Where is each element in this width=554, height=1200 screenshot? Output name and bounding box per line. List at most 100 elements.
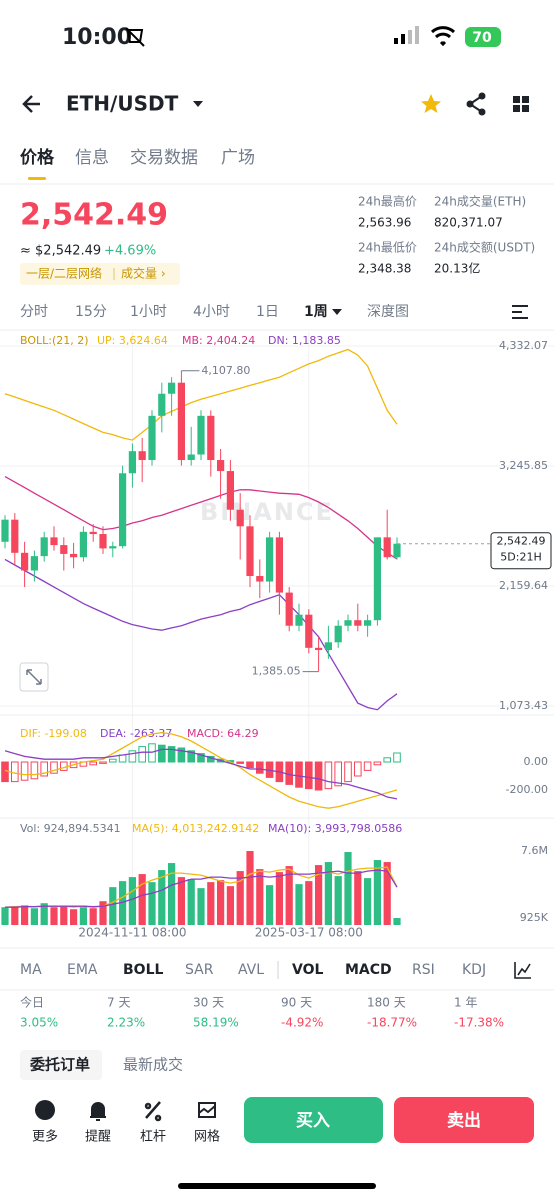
stat-value: 2,563.96 <box>358 216 411 230</box>
indicator-tab[interactable]: SAR <box>185 962 214 978</box>
candle-body <box>89 531 97 535</box>
tab[interactable]: 信息 <box>75 148 109 168</box>
macd-bar <box>305 761 313 790</box>
interval-tab[interactable]: 1小时 <box>130 304 167 320</box>
volume-bar <box>148 882 156 925</box>
period-change: -17.38% <box>454 1016 504 1030</box>
margin-icon[interactable] <box>144 1101 162 1122</box>
legend-entry: MA(10): 3,993,798.0586 <box>268 822 402 835</box>
indicator-tab[interactable]: KDJ <box>462 962 486 978</box>
volume-bar <box>119 881 127 925</box>
volume-bar <box>138 874 146 925</box>
macd-bar <box>256 761 264 774</box>
macd-bar <box>314 761 323 791</box>
action-label[interactable]: 杠杆 <box>140 1129 166 1145</box>
action-label[interactable]: 提醒 <box>85 1129 111 1145</box>
indicator-tab[interactable]: MA <box>20 962 42 978</box>
share-icon[interactable] <box>466 92 486 116</box>
legend-entry: UP: 3,624.64 <box>97 334 168 347</box>
tab[interactable]: 广场 <box>221 148 255 168</box>
current-price: 2,542.49 <box>497 535 546 548</box>
tab-indicator <box>28 177 46 180</box>
candle-body <box>50 537 58 546</box>
indicator-tab[interactable]: MACD <box>345 962 392 978</box>
macd-bar <box>118 754 127 763</box>
indicator-tab[interactable]: AVL <box>238 962 264 978</box>
tag[interactable]: 一层/二层网络 <box>26 266 102 281</box>
low-label: 1,385.05 <box>252 665 301 678</box>
battery-level: 70 <box>472 30 492 46</box>
indicator-tab[interactable]: EMA <box>67 962 98 978</box>
indicator-tab[interactable]: BOLL <box>123 962 163 978</box>
macd-bar <box>344 761 352 783</box>
volume-bar <box>373 860 381 925</box>
usd-price: ≈ $2,542.49 <box>20 244 101 259</box>
volume-bar <box>187 879 195 925</box>
chart-settings[interactable] <box>512 305 528 319</box>
tag[interactable]: 成交量 › <box>121 266 166 281</box>
y-tick-label: 925K <box>520 911 549 924</box>
candle-body <box>315 647 323 651</box>
candle-body <box>197 415 205 455</box>
volume-bar <box>334 876 342 925</box>
favorite-star[interactable] <box>421 94 441 113</box>
sell-button[interactable] <box>394 1097 534 1143</box>
pair-dropdown[interactable] <box>193 101 203 107</box>
interval-tab[interactable]: 4小时 <box>193 304 230 320</box>
indicator-settings[interactable] <box>514 962 531 979</box>
volume-bar <box>60 906 68 925</box>
macd-bar <box>363 761 372 771</box>
action-label[interactable]: 更多 <box>32 1129 58 1145</box>
volume-bar <box>168 863 176 925</box>
y-tick-label: 3,245.85 <box>499 459 548 472</box>
candle-body <box>128 451 136 474</box>
period-label: 今日 <box>20 995 44 1010</box>
order-tab[interactable]: 最新成交 <box>123 1056 183 1074</box>
interval-tab[interactable]: 15分 <box>75 304 107 320</box>
macd-bar <box>11 761 19 783</box>
candle-body <box>79 531 87 558</box>
indicator-legend: BOLL:(21, 2) <box>20 334 89 347</box>
interval-tab[interactable]: 1日 <box>256 304 279 320</box>
interval-tab[interactable]: 分时 <box>20 304 48 320</box>
volume-bar <box>275 872 283 925</box>
order-tab-bg[interactable] <box>20 1050 102 1080</box>
order-tab[interactable]: 委托订单 <box>30 1056 90 1074</box>
candle-body <box>275 537 283 593</box>
period-label: 90 天 <box>281 996 312 1010</box>
volume-bar <box>50 907 58 925</box>
period-change: -18.77% <box>367 1016 417 1030</box>
volume-ma-line <box>4 866 398 908</box>
tag-box[interactable] <box>20 263 180 285</box>
candle-body <box>334 625 342 643</box>
macd-bar <box>236 761 244 764</box>
grid-icon[interactable] <box>198 1102 216 1118</box>
indicator-tab[interactable]: RSI <box>412 962 435 978</box>
action-label[interactable]: 网格 <box>194 1129 220 1145</box>
current-price-tag <box>490 532 552 570</box>
interval-tab[interactable]: 1周 <box>304 304 328 320</box>
layout-icon[interactable] <box>513 96 529 112</box>
buy-label[interactable]: 买入 <box>296 1111 330 1131</box>
boll-line <box>4 476 398 560</box>
tab[interactable]: 交易数据 <box>130 148 198 168</box>
macd-bar <box>1 761 9 783</box>
indicator-tab[interactable]: VOL <box>292 962 323 978</box>
period-change: 2.23% <box>107 1016 145 1030</box>
more-icon[interactable] <box>35 1100 55 1120</box>
pair-title[interactable]: ETH/USDT <box>66 92 179 116</box>
back-button[interactable] <box>22 95 40 113</box>
volume-bar <box>158 870 166 925</box>
legend-entry: DN: 1,183.85 <box>268 334 341 347</box>
period-label: 7 天 <box>107 996 130 1010</box>
alert-icon[interactable] <box>90 1102 106 1121</box>
interval-tab[interactable]: 深度图 <box>367 304 409 320</box>
candle-body <box>70 553 78 558</box>
candle-body <box>21 552 29 571</box>
macd-bar <box>40 761 49 777</box>
tab[interactable]: 价格 <box>20 147 55 168</box>
interval-dropdown[interactable] <box>332 309 342 315</box>
buy-button[interactable] <box>244 1097 383 1143</box>
sell-label[interactable]: 卖出 <box>447 1110 481 1131</box>
